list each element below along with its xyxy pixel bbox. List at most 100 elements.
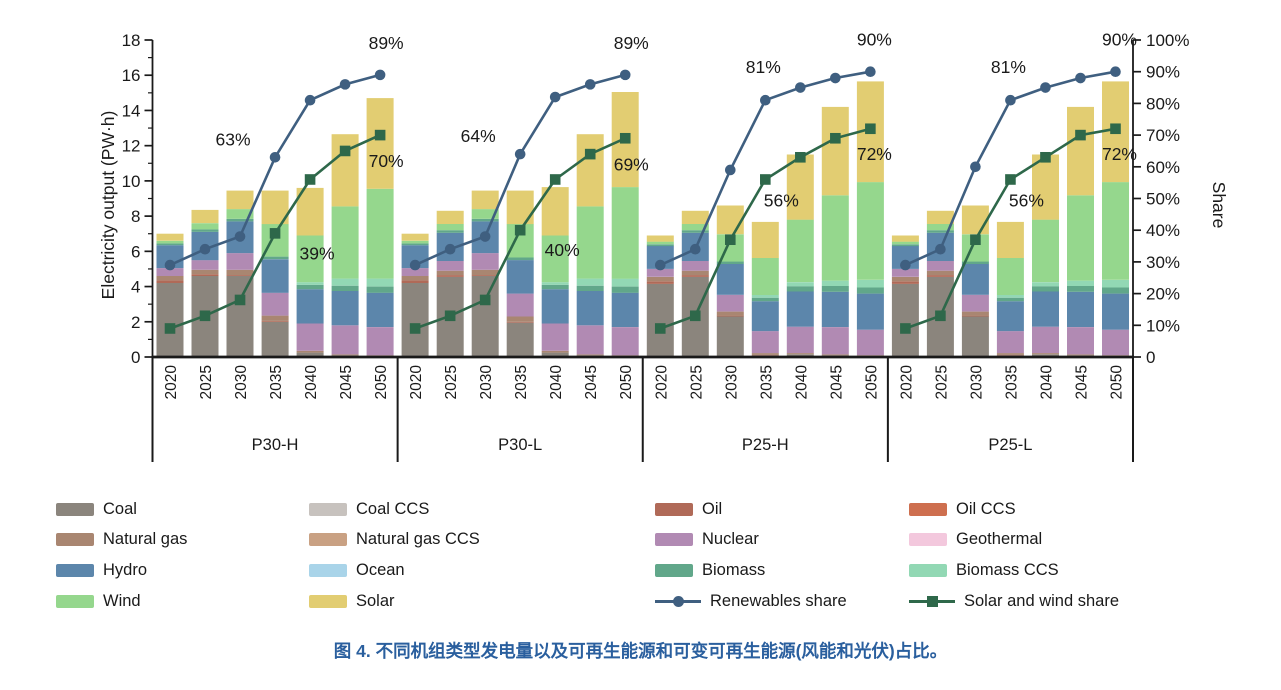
bar-segment-wind	[926, 224, 954, 231]
solar-wind-share-point	[795, 151, 806, 163]
legend-column: Coal CCS Natural gas CCS Ocean Solar	[309, 494, 480, 616]
renewables-share-point	[619, 69, 631, 81]
bar-segment-solar	[891, 235, 919, 242]
bar-segment-nuclear	[961, 294, 989, 312]
bar-segment-solar	[191, 209, 219, 224]
legend-label: Solar	[356, 591, 395, 610]
legend-label: Renewables share	[710, 591, 847, 610]
bar-segment-oil	[261, 320, 289, 322]
legend-item-solar: Solar	[309, 586, 480, 617]
renewables-share-point	[970, 161, 981, 173]
y-axis-tick-label: 4	[131, 278, 140, 297]
bar-segment-wind	[1067, 195, 1094, 281]
bar-segment-solar	[156, 233, 184, 241]
bar-segment-wind	[296, 235, 324, 283]
bar-segment-biomass	[1102, 287, 1129, 294]
bar-segment-biomass-ccs	[1032, 282, 1059, 287]
share-annotation: 90%	[1102, 30, 1137, 50]
bar-segment-biomass	[1032, 286, 1059, 292]
y-axis-tick-label: 2	[131, 313, 140, 332]
x-axis-year-label: 2040	[1038, 365, 1055, 400]
bar-segment-oil	[681, 275, 709, 277]
legend-column: Oil CCS Geothermal Biomass CCS Solar and wi…	[909, 494, 1119, 616]
solar-wind-share-point	[830, 132, 841, 144]
share-annotation: 72%	[857, 144, 892, 164]
bar-segment-coal	[401, 283, 429, 357]
bar-segment-hydro	[821, 291, 849, 327]
x-axis-year-label: 2020	[898, 365, 915, 400]
renewables-share-point	[199, 243, 211, 255]
bar-segment-natural-gas	[296, 350, 324, 353]
legend-swatch-biomass-ccs	[909, 563, 947, 577]
share-annotation: 64%	[461, 126, 496, 146]
bar-segment-nuclear	[156, 268, 184, 276]
bar-segment-biomass-ccs	[331, 278, 359, 286]
bar-segment-solar	[821, 106, 849, 196]
bar-segment-natural-gas	[261, 315, 289, 321]
chart-canvas: Electricity output (PW·h) Share 0 2 4 6 8 10 1…	[98, 30, 1229, 462]
y-axis-tick-label: 6	[131, 242, 140, 261]
share-annotation: 89%	[614, 33, 649, 53]
bar-segment-solar	[786, 154, 814, 220]
bar-segment-nuclear	[541, 323, 569, 351]
renewables-share-point	[514, 148, 526, 160]
solar-wind-share-point	[654, 323, 666, 334]
legend-swatch-oil-ccs	[909, 502, 947, 516]
share-annotation: 81%	[991, 57, 1026, 77]
renewables-share-point	[724, 164, 736, 176]
x-axis-year-label: 2020	[163, 365, 180, 400]
bar-segment-biomass	[541, 284, 569, 290]
bar-segment-natural-gas	[331, 354, 359, 356]
y-axis-tick-label: 14	[122, 101, 141, 120]
bar-segment-biomass	[576, 285, 604, 291]
bar-segment-coal	[541, 352, 569, 357]
share-annotation: 39%	[300, 243, 335, 263]
x-axis-year-label: 2025	[198, 365, 215, 399]
y-axis-tick-label: 10	[122, 172, 141, 191]
y-axis-tick-label: 12	[122, 137, 141, 156]
x-axis-year-label: 2030	[723, 365, 740, 400]
legend-label: Nuclear	[702, 530, 759, 549]
bar-segment-nuclear	[436, 261, 464, 271]
bar-segment-biomass	[436, 230, 464, 233]
solar-wind-share-point	[374, 129, 386, 141]
legend-label: Solar and wind share	[964, 591, 1120, 610]
panel-label: P30-H	[252, 436, 299, 454]
bar-segment-oil	[436, 275, 464, 277]
bar-segment-nuclear	[191, 260, 219, 270]
bar-segment-biomass	[296, 284, 324, 290]
bar-segment-solar	[506, 190, 534, 225]
bar-segment-wind	[996, 258, 1024, 295]
bar-segment-biomass	[716, 261, 744, 264]
bar-segment-natural-gas	[576, 354, 604, 356]
bar-segment-wind	[436, 224, 464, 231]
solar-wind-share-point	[199, 310, 211, 322]
share-axis-title: Share	[1209, 182, 1229, 229]
bar-segment-nuclear	[856, 329, 884, 356]
bar-segment-wind	[891, 241, 919, 245]
square-marker-icon	[926, 595, 938, 607]
y-axis-tick-label: 18	[122, 31, 141, 50]
bar-segment-nuclear	[506, 293, 534, 317]
bar-segment-nuclear	[891, 268, 919, 277]
bar-segment-natural-gas	[226, 269, 254, 276]
solar-wind-share-point	[164, 323, 176, 334]
share-axis-tick-label: 20%	[1146, 285, 1180, 304]
bar-segment-biomass	[751, 297, 779, 302]
x-axis-year-label: 2050	[373, 365, 390, 400]
bar-segment-coal	[261, 321, 289, 357]
legend-label: Natural gas CCS	[356, 530, 480, 549]
figure-caption: 图 4. 不同机组类型发电量以及可再生能源和可变可再生能源(风能和光伏)占比。	[333, 641, 948, 661]
legend-label: Natural gas	[103, 530, 188, 549]
bar-segment-solar	[1032, 154, 1059, 220]
renewables-share-point	[795, 82, 806, 93]
legend-swatch-biomass	[655, 563, 693, 577]
share-annotation: 56%	[764, 190, 799, 210]
bar-segment-nuclear	[786, 326, 814, 354]
renewables-share-point	[374, 69, 386, 81]
bar-segment-nuclear	[366, 327, 394, 356]
renewables-share-point	[654, 259, 666, 271]
bar-segment-coal	[156, 283, 184, 357]
bar-segment-biomass	[926, 230, 954, 233]
bar-segment-biomass-ccs	[541, 282, 569, 285]
